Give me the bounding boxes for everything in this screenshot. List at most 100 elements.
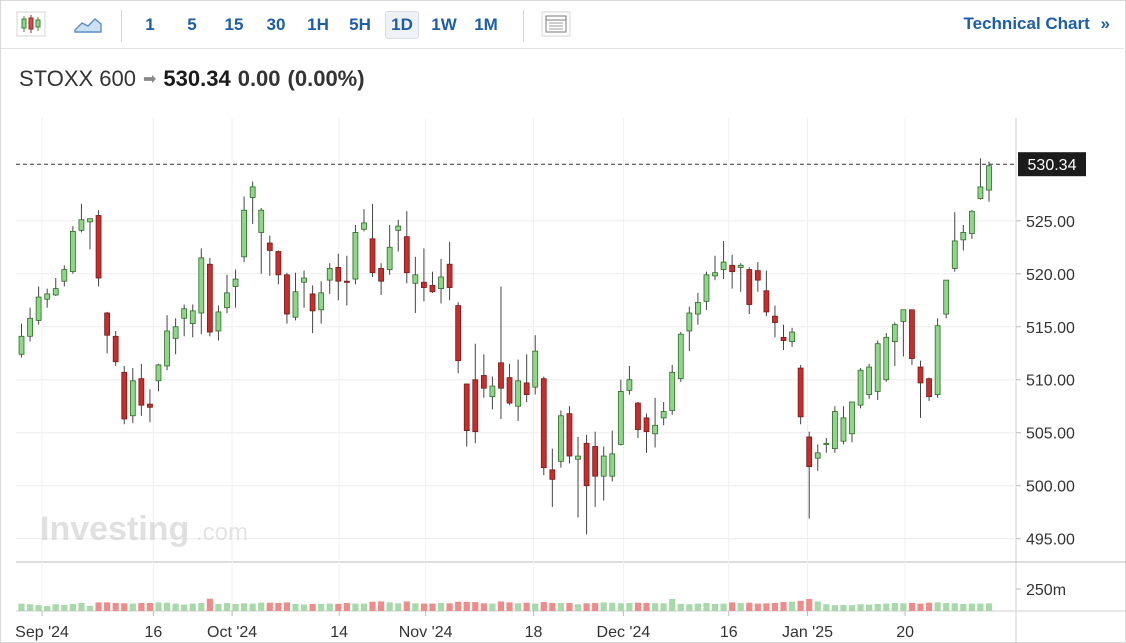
timeframe-15[interactable]: 15	[224, 15, 244, 34]
volume-bar	[121, 603, 128, 611]
volume-bar	[686, 604, 693, 611]
candle	[540, 376, 547, 476]
candle-body	[403, 236, 410, 274]
candle-body	[917, 366, 924, 384]
candle	[386, 225, 393, 275]
volume-bar	[968, 603, 975, 611]
volume-bar	[232, 603, 239, 611]
candle-body	[934, 325, 941, 395]
volume-bar	[891, 602, 898, 611]
candle-body	[172, 326, 179, 339]
volume-bar	[652, 603, 659, 611]
candle-body	[823, 442, 830, 445]
candle-body	[181, 308, 188, 319]
timeframe-30[interactable]: 30	[266, 15, 286, 34]
candle-body	[506, 377, 513, 404]
date-axis: Sep '24 16 Oct '24 14 Nov '24 18 Dec '24 16 Jan …	[15, 611, 914, 641]
candle-body	[677, 333, 684, 380]
candle	[489, 376, 496, 410]
candle-body	[309, 293, 316, 312]
candle	[669, 364, 676, 415]
candle-body	[866, 366, 873, 395]
candle-body	[703, 274, 710, 302]
candle	[960, 225, 967, 251]
candle-body	[840, 417, 847, 442]
volume-bar	[883, 603, 890, 611]
candlestick-chart-icon[interactable]	[15, 9, 47, 39]
price-change: 0.00	[237, 66, 281, 91]
candle-body	[729, 264, 736, 273]
candle	[275, 250, 282, 285]
volume-bar	[951, 603, 958, 611]
candle	[292, 272, 299, 321]
timeframe-5[interactable]: 5	[187, 15, 197, 34]
volume-bar	[326, 603, 333, 611]
candle-body	[215, 311, 222, 332]
candle	[797, 364, 804, 425]
volume-bar	[480, 603, 487, 611]
candle	[258, 208, 265, 274]
volume-bar	[643, 602, 650, 611]
volume-bar	[412, 603, 419, 611]
y-tick-label: 505.00	[1026, 426, 1075, 443]
candle	[189, 304, 196, 338]
volume-bar	[583, 603, 590, 611]
candle-body	[147, 403, 153, 408]
candle	[198, 248, 205, 335]
timeframe-1h[interactable]: 1H	[307, 15, 329, 34]
candle-body	[686, 312, 693, 332]
candle-body	[412, 274, 419, 284]
candle	[429, 271, 436, 293]
y-tick-label: 520.00	[1026, 267, 1075, 284]
volume-bar	[746, 602, 753, 611]
volume-bar	[900, 603, 907, 611]
timeframe-5h[interactable]: 5H	[349, 15, 371, 34]
timeframe-1m[interactable]: 1M	[474, 15, 498, 34]
candle	[814, 444, 821, 471]
candle	[472, 343, 479, 444]
candle-body	[429, 285, 436, 293]
volume-bar	[711, 603, 719, 611]
candle-body	[438, 276, 444, 290]
candle	[147, 389, 153, 423]
candle-body	[558, 415, 564, 462]
volume-bar	[420, 603, 427, 611]
candle-body	[712, 272, 718, 277]
volume-bar	[497, 601, 505, 611]
volume-tick-label: 250m	[1026, 582, 1066, 599]
volume-bar	[369, 601, 376, 611]
volume-bar	[771, 602, 779, 611]
volume-bar	[112, 602, 119, 611]
timeframe-1[interactable]: 1	[145, 15, 155, 34]
candle	[181, 304, 188, 337]
volume-bar	[223, 602, 231, 611]
area-chart-icon[interactable]	[72, 9, 104, 39]
candle	[575, 436, 581, 518]
candle-body	[986, 165, 992, 191]
candle	[806, 431, 813, 519]
volume-bar	[737, 602, 744, 611]
timeframe-1d[interactable]: 1D	[385, 11, 419, 39]
table-view-icon[interactable]	[540, 9, 572, 39]
candle	[224, 274, 230, 313]
volume-bar	[703, 602, 710, 611]
candle	[87, 218, 93, 250]
x-tick-label: 18	[525, 624, 543, 641]
volume-bar	[532, 603, 539, 611]
candle	[455, 302, 462, 374]
volume-bar	[206, 598, 213, 611]
candle-body	[95, 215, 102, 279]
timeframe-1w[interactable]: 1W	[431, 15, 457, 34]
volume-bar	[198, 602, 205, 611]
candle	[617, 379, 624, 446]
volume-bar	[720, 603, 727, 611]
volume-bar	[446, 603, 453, 611]
technical-chart-link[interactable]: Technical Chart »	[964, 14, 1110, 34]
volume-bar	[540, 602, 547, 611]
volume-bar	[797, 600, 804, 611]
candle	[763, 270, 770, 317]
candle	[421, 248, 427, 302]
candle-body	[797, 367, 804, 418]
volume-bar	[617, 603, 624, 611]
